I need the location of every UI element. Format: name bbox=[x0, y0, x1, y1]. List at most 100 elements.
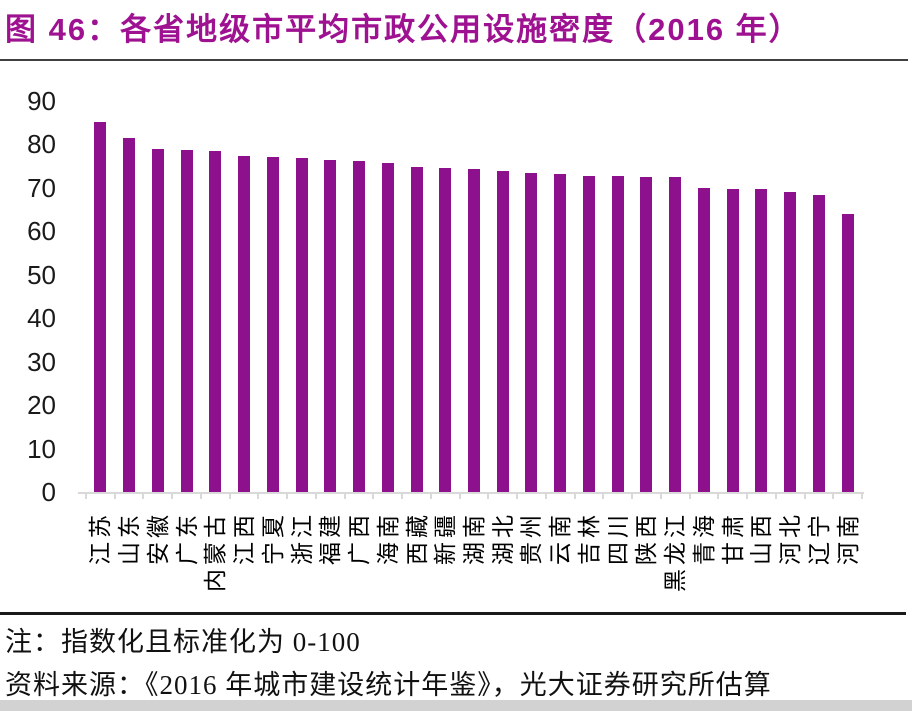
bar-河南 bbox=[841, 213, 854, 492]
x-axis-tickmark bbox=[487, 494, 490, 499]
bottom-strip bbox=[0, 700, 912, 711]
x-axis-label: 黑龙江 bbox=[662, 511, 689, 592]
bar-辽宁 bbox=[812, 194, 825, 492]
bar-内蒙古 bbox=[209, 151, 222, 492]
x-axis-label: 河北 bbox=[777, 511, 804, 565]
x-axis-tickmark bbox=[631, 494, 634, 499]
y-axis-tick-label: 70 bbox=[27, 172, 56, 203]
x-axis-tickmark bbox=[401, 494, 404, 499]
bar-湖南 bbox=[468, 168, 480, 492]
x-axis-tickmark bbox=[774, 494, 777, 499]
bar-广西 bbox=[353, 161, 366, 492]
y-axis-tick-label: 40 bbox=[27, 303, 56, 334]
x-axis-label: 江西 bbox=[231, 511, 258, 565]
x-axis-tickmark bbox=[228, 494, 231, 499]
y-axis-tick-label: 30 bbox=[27, 346, 56, 377]
x-axis-label: 广东 bbox=[173, 511, 200, 565]
x-axis-tickmark bbox=[573, 494, 576, 499]
x-axis-tickmark bbox=[803, 494, 806, 499]
bar-河北 bbox=[784, 192, 797, 492]
x-axis-tickmark bbox=[113, 494, 116, 499]
bar-宁夏 bbox=[266, 157, 279, 492]
chart-note: 注：指数化且标准化为 0-100 bbox=[5, 627, 361, 657]
y-axis-tick-label: 60 bbox=[27, 216, 56, 247]
y-axis-tick-label: 80 bbox=[27, 129, 56, 160]
x-axis-tickmark bbox=[861, 494, 863, 499]
y-axis-tick-label: 20 bbox=[27, 390, 56, 421]
title-divider bbox=[0, 59, 908, 61]
bar-chart: 0 10 20 30 40 50 60 70 80 90 江苏 山东 安徽 广东 内蒙古 江西 宁夏 浙江 福建 广西… bbox=[0, 62, 912, 610]
x-axis-label: 江苏 bbox=[87, 511, 114, 565]
bar-湖北 bbox=[496, 170, 509, 492]
x-axis-tickmark bbox=[372, 494, 375, 499]
bar-西藏 bbox=[410, 166, 423, 492]
bar-吉林 bbox=[582, 175, 595, 492]
x-axis-tickmark bbox=[602, 494, 605, 499]
x-axis-tickmark bbox=[286, 494, 289, 499]
x-axis-label: 内蒙古 bbox=[202, 511, 229, 592]
x-axis-tickmark bbox=[832, 494, 835, 499]
x-axis-line bbox=[78, 492, 864, 494]
x-axis-tickmark bbox=[314, 494, 317, 499]
x-axis-label: 甘肃 bbox=[719, 511, 746, 565]
x-axis-tickmark bbox=[458, 494, 461, 499]
x-axis-tickmark bbox=[516, 494, 519, 499]
x-axis-label: 安徽 bbox=[144, 511, 171, 565]
chart-source: 资料来源：《2016 年城市建设统计年鉴》，光大证券研究所估算 bbox=[5, 670, 772, 700]
bar-浙江 bbox=[295, 157, 308, 492]
x-axis-label: 四川 bbox=[604, 511, 631, 565]
x-axis-label: 辽宁 bbox=[805, 511, 832, 565]
x-axis-tickmark bbox=[257, 494, 260, 499]
bar-广东 bbox=[180, 150, 193, 492]
bar-江西 bbox=[238, 156, 251, 492]
x-axis-label: 湖北 bbox=[489, 511, 516, 565]
x-axis-tickmark bbox=[85, 494, 87, 499]
y-axis-tick-label: 90 bbox=[27, 85, 56, 116]
x-axis-label: 河南 bbox=[834, 511, 861, 565]
bar-江苏 bbox=[94, 122, 107, 492]
x-axis-tickmark bbox=[343, 494, 346, 499]
x-axis-label: 山西 bbox=[748, 511, 775, 565]
x-axis-label: 青海 bbox=[690, 511, 717, 565]
bar-福建 bbox=[324, 160, 337, 492]
x-axis-label: 海南 bbox=[374, 511, 401, 565]
x-axis-tickmark bbox=[544, 494, 547, 499]
x-axis-tickmark bbox=[717, 494, 720, 499]
x-axis-tickmark bbox=[142, 494, 145, 499]
x-axis-label: 福建 bbox=[317, 511, 344, 565]
bar-海南 bbox=[381, 163, 394, 492]
x-axis-label: 宁夏 bbox=[259, 511, 286, 565]
bar-云南 bbox=[554, 174, 567, 492]
bar-甘肃 bbox=[726, 188, 739, 492]
bar-四川 bbox=[611, 176, 624, 492]
x-axis-label: 山东 bbox=[116, 511, 143, 565]
bar-贵州 bbox=[525, 172, 538, 492]
x-axis-label: 西藏 bbox=[403, 511, 430, 565]
x-axis-tickmark bbox=[199, 494, 202, 499]
x-axis-label: 吉林 bbox=[575, 511, 602, 565]
bar-山东 bbox=[123, 138, 136, 492]
x-axis-tickmark bbox=[688, 494, 691, 499]
x-axis-label: 湖南 bbox=[461, 511, 487, 565]
x-axis-tickmark bbox=[429, 494, 432, 499]
bar-新疆 bbox=[439, 168, 452, 492]
bar-安徽 bbox=[151, 149, 164, 492]
x-axis-label: 新疆 bbox=[432, 511, 459, 565]
x-axis-label: 云南 bbox=[547, 511, 574, 565]
footnote-divider bbox=[0, 612, 906, 615]
bar-山西 bbox=[755, 189, 768, 492]
bar-黑龙江 bbox=[669, 177, 682, 492]
y-axis-tick-label: 10 bbox=[27, 433, 56, 464]
x-axis-label: 广西 bbox=[346, 511, 373, 565]
bar-陕西 bbox=[640, 176, 653, 492]
x-axis-label: 贵州 bbox=[518, 511, 545, 565]
bar-青海 bbox=[697, 187, 710, 492]
x-axis-tickmark bbox=[659, 494, 662, 499]
x-axis-label: 浙江 bbox=[288, 511, 315, 565]
x-axis-label: 陕西 bbox=[633, 511, 660, 565]
figure-title: 图 46：各省地级市平均市政公用设施密度（2016 年） bbox=[5, 12, 802, 47]
y-axis-tick-label: 50 bbox=[27, 259, 56, 290]
x-axis-tickmark bbox=[171, 494, 174, 499]
x-axis-tickmark bbox=[746, 494, 749, 499]
